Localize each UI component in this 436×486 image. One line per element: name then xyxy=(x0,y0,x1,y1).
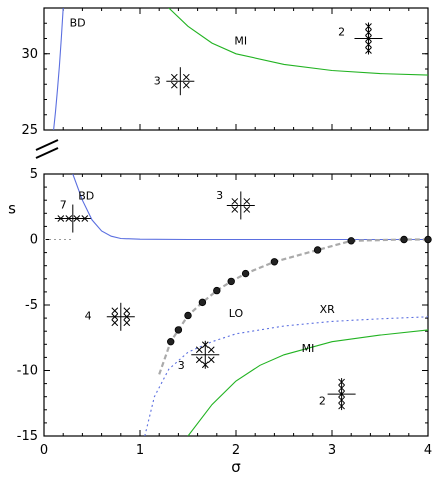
annotation-label: 2 xyxy=(338,25,345,38)
lo-data-point xyxy=(227,277,235,286)
break-mark xyxy=(35,147,59,159)
series-bd-line xyxy=(53,8,64,130)
x-tick-label: 1 xyxy=(136,443,144,458)
glyph-cross xyxy=(182,73,190,81)
annotation-label: 4 xyxy=(85,309,92,322)
plot-frame xyxy=(43,173,429,437)
annotation-label: LO xyxy=(229,307,244,320)
glyph-cross xyxy=(195,346,203,354)
annotation-label: 3 xyxy=(178,359,185,372)
annotation-label: BD xyxy=(78,190,94,203)
glyph-cross xyxy=(338,384,345,392)
lo-data-point xyxy=(167,337,175,346)
eigenvalue-glyph xyxy=(166,67,195,96)
annotation-label: XR xyxy=(320,303,336,316)
eigenvalue-glyph xyxy=(226,191,255,220)
glyph-cross xyxy=(243,198,251,205)
glyph-cross xyxy=(338,378,345,386)
x-tick-label: 3 xyxy=(328,443,336,458)
y-tick-label: 30 xyxy=(21,47,38,62)
y-axis-label: s xyxy=(8,199,16,217)
glyph-cross xyxy=(81,215,89,222)
glyph-cross xyxy=(338,390,345,398)
glyph-cross xyxy=(365,41,372,48)
y-tick-label: -15 xyxy=(17,429,38,444)
series-bd-line xyxy=(72,174,428,241)
axis-break-marks xyxy=(35,139,59,159)
glyph-cross xyxy=(57,215,65,222)
plot-frame xyxy=(43,7,429,131)
y-tick-label: 5 xyxy=(30,167,38,182)
glyph-cross xyxy=(365,47,372,54)
series-xr-line xyxy=(144,316,428,436)
lo-data-point xyxy=(184,311,192,320)
x-tick-label: 0 xyxy=(40,443,48,458)
eigenvalue-glyph xyxy=(327,378,356,411)
glyph-cross xyxy=(365,35,372,42)
y-tick-label: 25 xyxy=(21,123,38,138)
glyph-cross xyxy=(195,356,203,364)
y-tick-label: 0 xyxy=(30,233,38,248)
glyph-cross xyxy=(201,361,209,369)
annotation-label: 7 xyxy=(60,199,67,212)
glyph-cross xyxy=(111,313,119,321)
glyph-cross xyxy=(182,81,190,89)
x-axis-label: σ xyxy=(231,458,241,476)
eigenvalue-glyph xyxy=(191,340,220,369)
annotation-label: 3 xyxy=(216,189,223,202)
x-tick-label: 2 xyxy=(232,443,240,458)
annotation-label: BD xyxy=(70,16,86,29)
lo-data-point xyxy=(174,326,183,334)
annotation-label: 3 xyxy=(154,74,161,87)
lo-data-point xyxy=(198,298,207,307)
eigenvalue-glyph xyxy=(106,302,135,331)
lo-data-point xyxy=(213,286,221,295)
lo-data-point xyxy=(424,235,432,244)
glyph-cross xyxy=(338,396,345,404)
glyph-cross xyxy=(123,307,131,315)
glyph-cross xyxy=(123,313,131,321)
glyph-cross xyxy=(111,319,119,327)
lo-data-point xyxy=(347,237,355,245)
annotation-label: MI xyxy=(302,342,315,355)
glyph-cross xyxy=(170,81,178,89)
lo-data-point xyxy=(313,246,322,254)
annotation-label: MI xyxy=(234,35,247,48)
x-tick-label: 4 xyxy=(424,443,432,458)
lo-data-point xyxy=(400,235,408,244)
annotation-label: 2 xyxy=(319,395,326,408)
glyph-cross xyxy=(243,206,251,213)
series-group xyxy=(44,174,428,436)
panel-upper: 25 30 BD MI 3 2 xyxy=(21,7,429,138)
series-mi-line xyxy=(187,329,428,436)
y-tick-label: -10 xyxy=(17,364,38,379)
glyph-cross xyxy=(170,73,178,81)
series-mi-line xyxy=(168,8,428,76)
break-mark xyxy=(35,139,59,151)
series-lo-line xyxy=(158,238,428,375)
series-group xyxy=(53,8,428,130)
glyph-cross xyxy=(201,341,209,349)
glyph-cross xyxy=(207,356,215,364)
glyph-cross xyxy=(338,402,345,410)
glyph-cross xyxy=(111,307,119,315)
glyph-cross xyxy=(365,23,372,30)
eigenvalue-glyph xyxy=(54,204,91,233)
glyph-cross xyxy=(207,346,215,354)
glyph-cross xyxy=(231,198,239,205)
y-tick-label: -5 xyxy=(25,298,38,313)
glyph-cross xyxy=(123,319,131,327)
panel-lower: -15 -10 -5 0 5 0 1 2 3 4 σ s BD 7 3 4 LO XR 3 MI 2 xyxy=(8,167,432,476)
glyph-cross xyxy=(231,206,239,213)
glyph-cross xyxy=(65,215,73,222)
glyph-cross xyxy=(365,29,372,36)
eigenvalue-glyph xyxy=(354,22,383,55)
glyph-cross xyxy=(73,215,81,222)
lo-data-point xyxy=(270,258,279,266)
lo-data-point xyxy=(241,269,250,278)
